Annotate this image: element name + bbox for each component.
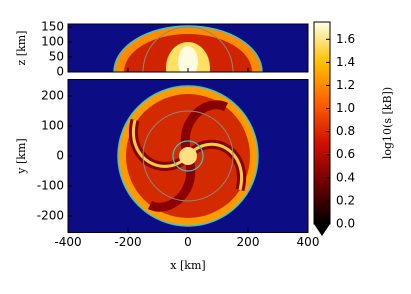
colorbar-tick-label: 0.4 — [336, 170, 355, 184]
colorbar-extend — [314, 224, 330, 236]
bottom-field — [68, 79, 308, 233]
top-field — [68, 24, 308, 72]
y-tick-label: 100 — [41, 119, 64, 133]
x-tick-label: -400 — [54, 235, 81, 249]
x-tick-label: 200 — [237, 235, 260, 249]
y-tick-label: -100 — [37, 179, 64, 193]
x-tick-label: 0 — [184, 235, 192, 249]
y-tick-label: -200 — [37, 209, 64, 223]
colorbar-tick-label: 1.4 — [336, 55, 355, 69]
y-tick-label: 200 — [41, 89, 64, 103]
x-axis-label: x [km] — [170, 259, 205, 272]
y-tick-label: 100 — [41, 35, 64, 49]
colorbar-tick-label: 1.2 — [336, 78, 355, 92]
colorbar-tick-label: 0.6 — [336, 147, 355, 161]
y-axis-label: z [km] — [15, 31, 28, 66]
colorbar — [313, 21, 331, 225]
y-tick-label: 50 — [49, 50, 64, 64]
colorbar-tick-label: 0.2 — [336, 193, 355, 207]
y-tick-label: 0 — [56, 149, 64, 163]
colorbar-tick-label: 0.8 — [336, 124, 355, 138]
y-axis-label: y [km] — [15, 138, 28, 174]
colorbar-tick-label: 1.0 — [336, 101, 355, 115]
colorbar-tick-label: 1.6 — [336, 32, 355, 46]
colorbar-label: log10(s [kB]) — [381, 87, 394, 159]
y-tick-label: 0 — [56, 65, 64, 79]
x-tick-label: -200 — [114, 235, 141, 249]
x-tick-label: 400 — [297, 235, 320, 249]
y-tick-label: 150 — [41, 20, 64, 34]
colorbar-tick-label: 0.0 — [336, 217, 355, 231]
